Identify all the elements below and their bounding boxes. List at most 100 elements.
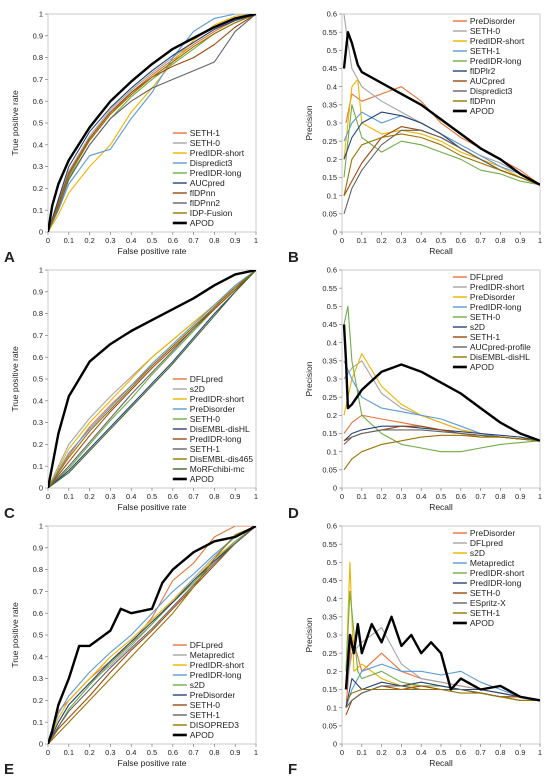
y-tick-label: 0.2 [327,155,337,164]
x-tick-label: 0.1 [357,492,367,501]
y-tick-label: 0.25 [322,649,337,658]
series-line-predidr-short [48,526,256,744]
y-tick-label: 0.2 [33,440,43,449]
series-group [48,526,256,744]
series-group [344,561,540,716]
x-tick-label: 0.8 [495,236,505,245]
y-tick-label: 0.8 [33,53,43,62]
x-tick-label: 0.8 [209,748,219,757]
y-tick-label: 0.05 [322,209,337,218]
y-tick-label: 0.9 [33,287,43,296]
y-axis-label: True positive rate [10,346,20,412]
y-axis-label: True positive rate [10,602,20,668]
x-tick-label: 0.3 [396,748,406,757]
legend-label: flDPlr2 [470,66,496,76]
x-tick-label: 0.9 [230,492,240,501]
x-tick-label: 0 [46,748,50,757]
series-group [342,305,540,471]
legend-label: PredIDR-long [470,56,522,66]
series-line-aucpred-profile [343,429,540,445]
x-tick-label: 0.4 [416,748,426,757]
x-tick-label: 0.6 [456,236,466,245]
panel-e: 0 0.1 0.2 0.3 0.4 0.5 0.6 0.7 0.8 0.9 1 0 0.1 0.2 0.3 0… [4,522,258,778]
legend-label: DFLpred [470,538,503,548]
panel-letter: C [4,505,15,522]
legend-label: flDPnn [190,188,216,198]
legend-label: IDP-Fusion [190,208,233,218]
legend-label: SETH-1 [190,444,221,454]
y-tick-label: 0.45 [322,576,337,585]
y-tick-label: 0.2 [327,411,337,420]
x-tick-label: 0.2 [376,748,386,757]
x-tick-label: 0.2 [84,492,94,501]
x-tick-label: 0.4 [126,492,136,501]
y-tick-label: 1 [39,10,43,19]
x-tick-label: 0.8 [209,236,219,245]
x-tick-label: 0.3 [396,492,406,501]
y-tick-label: 0.55 [322,540,337,549]
y-tick-label: 0.7 [33,331,43,340]
y-tick-label: 0.05 [322,465,337,474]
y-tick-label: 0.45 [322,64,337,73]
y-tick-label: 0.5 [327,46,337,55]
y-tick-label: 0.15 [322,429,337,438]
legend-label: PreDisorder [470,528,516,538]
legend-label: flDPnn [470,96,496,106]
legend-label: SETH-0 [470,26,501,36]
legend-label: SETH-1 [470,46,501,56]
series-line-apod [344,615,540,702]
series-group [48,270,256,488]
y-tick-label: 1 [39,266,43,275]
x-tick-label: 0.5 [147,492,157,501]
y-axis-label: Precision [304,105,314,140]
y-tick-label: 0.6 [327,10,337,19]
y-tick-label: 0.6 [33,609,43,618]
y-tick-label: 0.7 [33,587,43,596]
panel-a: 0 0.1 0.2 0.3 0.4 0.5 0.6 0.7 0.8 0.9 1 0 0.1 0.2 0.3 0… [4,10,258,266]
y-tick-label: 0.3 [33,674,43,683]
legend-label: PredIDR-short [470,282,525,292]
series-line-metapredict [345,663,540,708]
legend-label: DFLpred [190,640,223,650]
legend-label: PredIDR-short [190,148,245,158]
y-tick-label: 0.9 [33,543,43,552]
x-tick-label: 0 [46,492,50,501]
legend-label: PredIDR-short [190,660,245,670]
legend-label: s2D [470,322,485,332]
x-tick-label: 0.4 [126,236,136,245]
y-tick-label: 0.5 [33,119,43,128]
y-tick-label: 0.4 [33,396,43,405]
y-tick-label: 0.25 [322,137,337,146]
y-tick-label: 0.3 [327,375,337,384]
x-tick-label: 0.6 [456,492,466,501]
y-tick-label: 0.35 [322,612,337,621]
y-tick-label: 0.5 [327,558,337,567]
legend-label: Dispredict3 [190,158,233,168]
y-tick-label: 0.3 [33,162,43,171]
x-tick-label: 0.1 [64,236,74,245]
legend-label: APOD [470,362,494,372]
series-line-seth-1 [345,688,540,701]
x-tick-label: 0.2 [84,748,94,757]
panel-f: 0 0.05 0.1 0.15 0.2 0.25 0.3 0.35 0.4 0.45 0.5 0.55… [288,522,542,778]
y-tick-label: 0.4 [33,140,43,149]
legend-label: DISOPRED3 [190,720,239,730]
series-line-seth-1 [48,526,256,744]
series-line-disembl-dishl [343,434,540,471]
x-tick-label: 0.6 [168,748,178,757]
y-tick-label: 0.1 [327,191,337,200]
panel-b: 0 0.05 0.1 0.15 0.2 0.25 0.3 0.35 0.4 0.45 0.5 0.55… [288,10,542,266]
panel-d: 0 0.05 0.1 0.15 0.2 0.25 0.3 0.35 0.4 0.45 0.5 0.55… [288,266,542,522]
legend-label: PredIDR-long [190,168,242,178]
y-tick-label: 0.3 [327,631,337,640]
panel-letter: E [4,761,14,777]
x-axis-label: Recall [429,502,453,512]
x-tick-label: 0.2 [84,236,94,245]
series-line-fldpnn [343,133,540,196]
x-axis-label: False positive rate [118,758,187,768]
legend-label: DFLpred [190,374,223,384]
legend-label: PredIDR-long [470,578,522,588]
y-tick-label: 0.35 [322,356,337,365]
legend-label: DisEMBL-disHL [470,352,530,362]
y-tick-label: 0.2 [327,667,337,676]
